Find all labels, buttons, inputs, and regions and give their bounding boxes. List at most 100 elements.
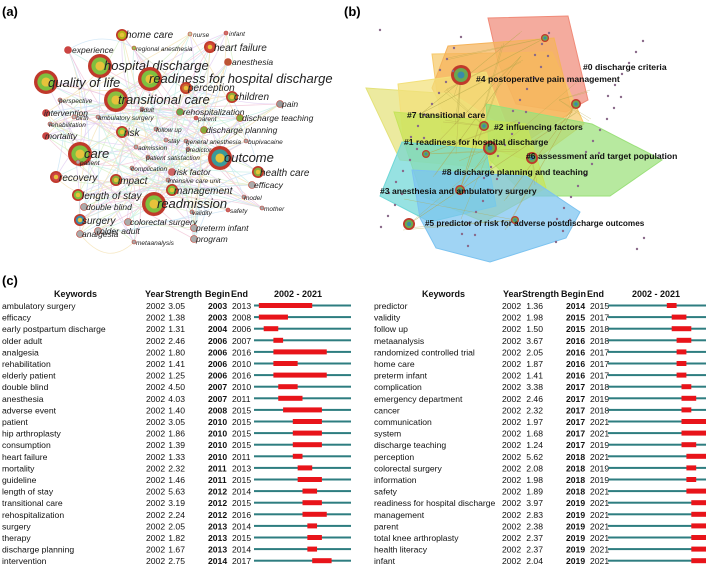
strength-cell: 1.80: [168, 347, 185, 357]
timeline-bar: [608, 466, 706, 469]
keyword-cell: mortality: [2, 463, 35, 473]
keyword-node: mortality: [42, 131, 78, 141]
cluster-dot: [444, 80, 448, 84]
timeline-bar: [608, 548, 706, 551]
keyword-label: general anesthesia: [186, 139, 241, 146]
panel-b-label: (b): [344, 4, 361, 19]
year-cell: 2002: [502, 429, 521, 439]
keyword-cell: analgesia: [2, 347, 39, 357]
timeline-bar: [608, 397, 706, 400]
table-row: adverse event 2002 1.40 2008 2015: [2, 405, 351, 415]
table-row: parent 2002 2.38 2019 2021: [374, 521, 706, 531]
end-cell: 2019: [590, 475, 609, 485]
keyword-label: regional anesthesia: [136, 46, 193, 53]
cluster-link: [425, 148, 520, 155]
node-ring-inner: [424, 152, 428, 156]
keyword-node: anesthesia: [224, 57, 273, 67]
keyword-node: double blind: [80, 202, 132, 212]
node-dot: [163, 137, 169, 143]
burst-bar: [691, 535, 706, 540]
begin-cell: 2007: [208, 394, 227, 404]
year-cell: 2002: [502, 556, 521, 566]
keyword-label: transitional care: [118, 92, 210, 107]
timeline-bar: [254, 385, 351, 388]
burst-bar: [671, 314, 687, 320]
keyword-label: home care: [126, 30, 174, 41]
table-row: communication 2002 1.97 2017 2021: [374, 417, 706, 427]
keyword-cell: preterm infant: [374, 371, 428, 381]
network-link: [155, 103, 181, 130]
strength-cell: 5.63: [168, 487, 185, 497]
node-dot: [190, 235, 198, 243]
network-link: [79, 33, 191, 235]
cluster-dot: [590, 162, 594, 166]
cluster-dot: [533, 53, 537, 57]
keyword-cell: rehabilitation: [2, 359, 51, 369]
table-row: validity 2002 1.98 2015 2017: [374, 313, 706, 323]
table-row: patient 2002 3.05 2010 2015: [2, 417, 351, 427]
end-cell: 2015: [232, 429, 251, 439]
year-cell: 2002: [146, 394, 165, 404]
network-link: [189, 33, 247, 142]
cluster-link: [558, 99, 590, 122]
node-ring-inner: [169, 187, 175, 193]
timeline-bar: [254, 559, 351, 562]
keyword-cell: rehospitalization: [2, 510, 64, 520]
strength-cell: 1.68: [526, 429, 543, 439]
cluster-dot: [524, 110, 528, 114]
keyword-node: hospital discharge: [88, 54, 209, 78]
strength-cell: 2.83: [526, 510, 543, 520]
begin-cell: 2004: [208, 324, 227, 334]
begin-cell: 2008: [208, 405, 227, 415]
cluster-dot: [379, 225, 383, 229]
end-cell: 2017: [590, 359, 609, 369]
cluster-dot: [467, 221, 471, 225]
cluster-link: [445, 88, 485, 127]
node-ring-inner: [255, 169, 261, 175]
keyword-node: rehospitalization: [176, 107, 245, 117]
cluster-dot: [546, 54, 550, 58]
timeline-bar: [608, 385, 706, 388]
keyword-node: regional anesthesia: [131, 45, 193, 53]
network-link: [179, 61, 229, 113]
cluster-dot: [569, 195, 573, 199]
keyword-label: parent: [197, 116, 218, 123]
timeline-bar: [608, 559, 706, 562]
end-cell: 2014: [232, 487, 251, 497]
table-row: readiness for hospital discharge 2002 3.97…: [374, 498, 706, 508]
header-begin: Begin: [205, 289, 230, 299]
cluster-link: [444, 119, 485, 127]
table-row: double blind 2002 4.50 2007 2010: [2, 382, 351, 392]
keyword-cell: discharge teaching: [374, 440, 446, 450]
node-ring-inner: [457, 71, 465, 79]
keyword-label: outcome: [224, 150, 274, 165]
keyword-label: infant: [229, 31, 246, 38]
keyword-node: length of stay: [72, 189, 142, 202]
node-ring-inner: [543, 36, 547, 40]
keyword-node: discharge teaching: [236, 113, 314, 123]
end-cell: 2006: [232, 324, 251, 334]
cluster-dot: [473, 233, 477, 237]
cluster-link: [460, 147, 491, 220]
cluster-node: [541, 34, 549, 42]
keyword-node: children: [226, 91, 269, 103]
end-cell: 2016: [232, 510, 251, 520]
strength-cell: 2.04: [526, 556, 543, 566]
node-dot: [76, 230, 84, 238]
begin-cell: 2017: [566, 417, 585, 427]
node-ring-inner: [183, 85, 189, 91]
burst-bar: [273, 361, 298, 366]
keyword-cell: randomized controlled trial: [374, 347, 475, 357]
burst-bar: [292, 453, 303, 459]
table-row: home care 2002 1.87 2016 2017: [374, 359, 706, 369]
keyword-label: safety: [230, 208, 248, 215]
timeline-bar: [608, 432, 706, 435]
table-row: surgery 2002 2.05 2013 2014: [2, 521, 351, 531]
timeline-bar: [608, 501, 706, 504]
burst-bar: [258, 303, 313, 308]
keyword-node: efficacy: [248, 180, 284, 190]
table-row: heart failure 2002 1.33 2010 2011: [2, 452, 351, 462]
burst-bar: [691, 523, 706, 529]
network-link: [171, 33, 196, 173]
begin-cell: 2016: [566, 359, 585, 369]
